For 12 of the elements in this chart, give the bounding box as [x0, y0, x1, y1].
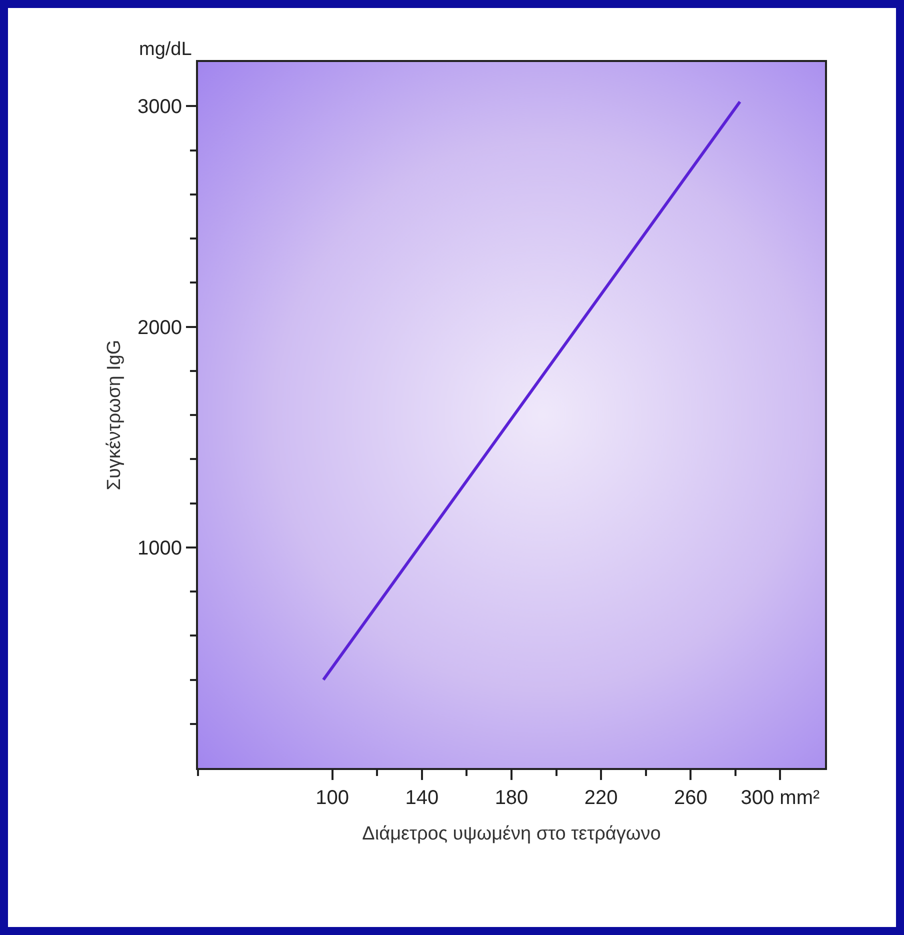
x-tick-label: 220	[584, 787, 618, 809]
x-tick-label: 260	[674, 787, 708, 809]
y-axis-title: Συγκέντρωση IgG	[104, 340, 125, 490]
x-tick-label: 300 mm²	[740, 787, 820, 809]
x-tick-label: 100	[316, 787, 350, 809]
text: mg/dL	[139, 39, 192, 60]
y-tick-label: 1000	[138, 537, 182, 560]
y-tick-label: 3000	[138, 96, 182, 118]
x-tick-label: 140	[405, 787, 439, 809]
x-tick-label: 180	[494, 787, 528, 809]
x-axis-title: Διάμετρος υψωμένη στο τετράγωνο	[362, 823, 661, 844]
y-tick-label: 2000	[138, 316, 182, 339]
